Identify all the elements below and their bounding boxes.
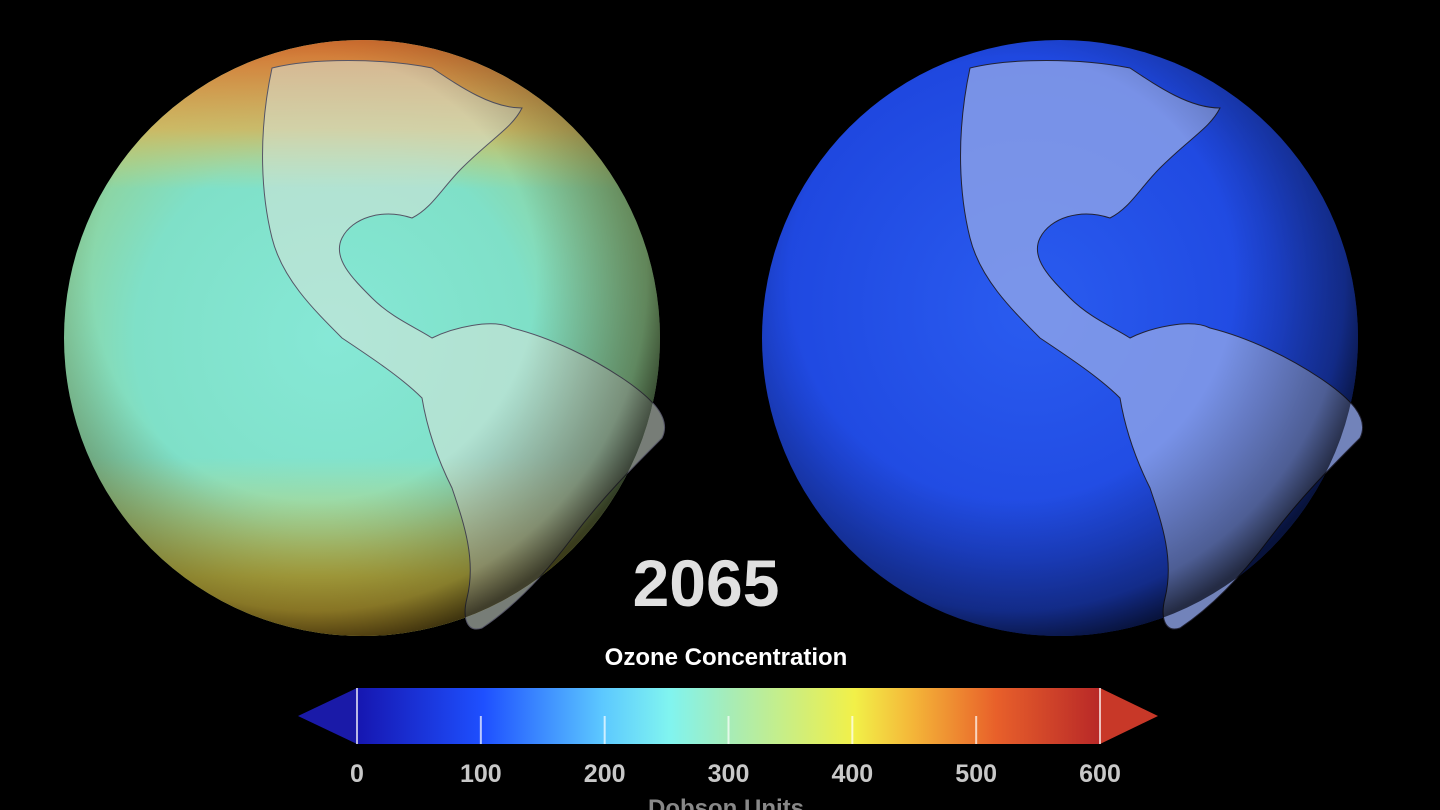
colorbar-tick-label: 200	[584, 760, 626, 788]
colorbar-tick-label: 600	[1079, 760, 1121, 788]
right-globe	[762, 40, 1364, 636]
colorbar-tick-label: 500	[955, 760, 997, 788]
left-globe	[64, 40, 666, 636]
colorbar-unit-label: Dobson Units	[648, 795, 804, 810]
colorbar-title: Ozone Concentration	[605, 644, 848, 671]
year: 2065	[633, 546, 780, 620]
colorbar-high-extension	[1100, 688, 1158, 744]
colorbar-low-extension	[298, 688, 357, 744]
colorbar-tick-label: 400	[831, 760, 873, 788]
colorbar-tick-label: 300	[708, 760, 750, 788]
colorbar-tick-label: 100	[460, 760, 502, 788]
colorbar-tick-label: 0	[350, 760, 364, 788]
